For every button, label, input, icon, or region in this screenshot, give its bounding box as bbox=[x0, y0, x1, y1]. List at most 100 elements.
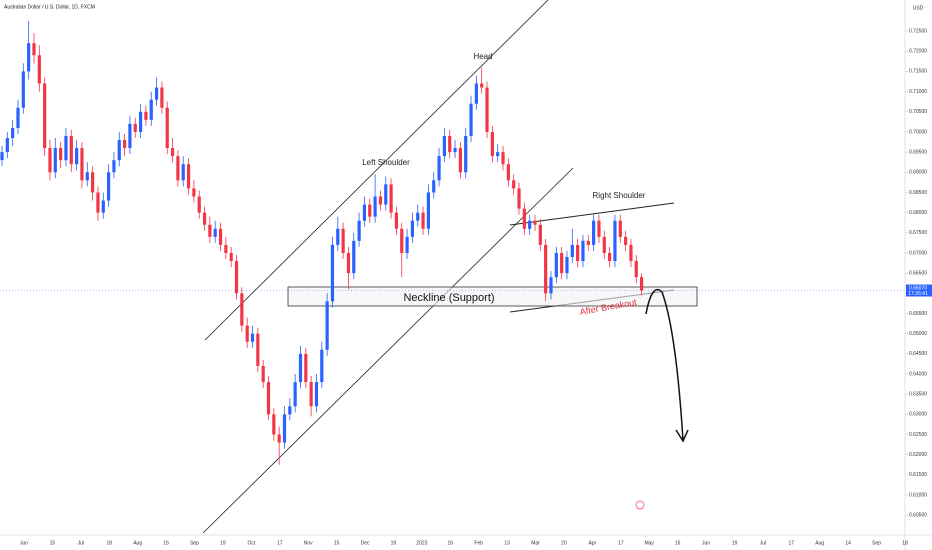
x-tick-label: 19 bbox=[732, 540, 738, 546]
candle-body bbox=[634, 261, 638, 278]
candle-body bbox=[405, 236, 409, 253]
x-tick-label: 17 bbox=[277, 540, 283, 546]
candle-body bbox=[314, 382, 319, 407]
candle-body bbox=[133, 123, 137, 132]
candle-body bbox=[496, 152, 500, 157]
y-tick-label: 0.70500 bbox=[909, 109, 927, 115]
y-tick-label: 0.61500 bbox=[909, 472, 927, 478]
x-tick-label: 15 bbox=[50, 540, 56, 546]
candle-body bbox=[576, 244, 580, 262]
y-tick-label: 0.72000 bbox=[909, 49, 927, 55]
candle-body bbox=[122, 140, 127, 149]
candle-body bbox=[272, 414, 276, 435]
candle-body bbox=[213, 228, 217, 237]
y-tick-label: 0.61000 bbox=[909, 492, 927, 498]
candle-body bbox=[480, 83, 484, 88]
candle-body bbox=[613, 220, 617, 262]
y-tick-label: 0.70000 bbox=[909, 129, 927, 135]
x-tick-label: Sep bbox=[872, 540, 881, 546]
candle-body bbox=[16, 107, 20, 128]
x-tick-label: Jul bbox=[760, 540, 766, 546]
candle-body bbox=[458, 148, 462, 173]
x-tick-label: Sep bbox=[190, 540, 199, 546]
candle-body bbox=[597, 220, 601, 237]
channel-lower bbox=[202, 167, 574, 534]
candle-body bbox=[602, 236, 606, 253]
x-tick-label: Nov bbox=[304, 540, 313, 546]
candle-body bbox=[400, 228, 404, 253]
y-tick-label: 0.71500 bbox=[909, 69, 927, 75]
x-tick-label: 17 bbox=[618, 540, 624, 546]
candle-body bbox=[229, 252, 233, 262]
candle-body bbox=[43, 83, 47, 149]
x-tick-label: 19 bbox=[220, 540, 226, 546]
candles bbox=[0, 20, 644, 465]
candle-body bbox=[410, 220, 415, 237]
candle-body bbox=[32, 43, 36, 56]
candle-body bbox=[330, 244, 335, 302]
x-tick-label: 19 bbox=[391, 540, 397, 546]
last-price-box bbox=[906, 284, 932, 297]
candle-body bbox=[501, 152, 505, 165]
candle-body bbox=[266, 382, 271, 415]
x-tick-label: 16 bbox=[448, 540, 454, 546]
left-shoulder-label: Left Shoulder bbox=[362, 158, 410, 167]
candle-body bbox=[549, 277, 553, 294]
candle-body bbox=[506, 164, 510, 181]
candle-body bbox=[528, 220, 532, 229]
y-tick-label: 0.69000 bbox=[909, 170, 927, 176]
candle-body bbox=[0, 152, 4, 161]
candle-body bbox=[341, 228, 345, 253]
candle-body bbox=[181, 164, 185, 181]
candle-body bbox=[469, 103, 473, 136]
x-tick-label: Jun bbox=[20, 540, 28, 546]
candle-body bbox=[320, 349, 324, 383]
candle-body bbox=[107, 172, 111, 201]
candle-body bbox=[432, 180, 436, 193]
x-tick-label: 20 bbox=[561, 540, 567, 546]
candle-body bbox=[250, 333, 255, 342]
candle-body bbox=[448, 135, 452, 153]
candle-body bbox=[629, 244, 633, 262]
candle-body bbox=[298, 353, 303, 383]
candle-body bbox=[224, 244, 228, 253]
candle-body bbox=[608, 252, 612, 262]
y-tick-label: 0.66500 bbox=[909, 270, 927, 276]
candle-body bbox=[176, 156, 180, 181]
x-tick-label: Feb bbox=[474, 540, 483, 546]
y-tick-label: 0.64000 bbox=[909, 371, 927, 377]
candle-body bbox=[336, 228, 340, 245]
y-tick-label: 0.62500 bbox=[909, 432, 927, 438]
x-tick-label: Mar bbox=[531, 540, 540, 546]
candle-body bbox=[69, 135, 73, 165]
x-tick-label: May bbox=[644, 540, 654, 546]
candle-body bbox=[453, 148, 457, 153]
candle-body bbox=[288, 406, 292, 415]
candle-body bbox=[522, 208, 526, 229]
candle-body bbox=[128, 123, 132, 149]
candle-body bbox=[378, 196, 383, 205]
candle-body bbox=[21, 71, 25, 108]
x-tick-label: Dec bbox=[361, 540, 370, 546]
candle-body bbox=[389, 184, 393, 213]
candle-body bbox=[144, 111, 148, 120]
candle-body bbox=[64, 135, 68, 161]
y-tick-label: 0.72500 bbox=[909, 28, 927, 34]
candle-body bbox=[586, 240, 590, 245]
candle-body bbox=[309, 382, 313, 407]
candle-body bbox=[234, 261, 239, 294]
candle-body bbox=[91, 172, 95, 193]
x-tick-label: 15 bbox=[163, 540, 169, 546]
y-tick-label: 0.60500 bbox=[909, 513, 927, 519]
candle-body bbox=[160, 87, 164, 108]
candle-body bbox=[357, 220, 361, 241]
candle-body bbox=[197, 196, 201, 213]
y-tick-label: 0.63500 bbox=[909, 392, 927, 398]
candle-body bbox=[581, 240, 585, 262]
candle-body bbox=[544, 244, 548, 294]
candle-body bbox=[565, 257, 569, 274]
candle-body bbox=[293, 382, 297, 407]
x-tick-label: Jun bbox=[702, 540, 710, 546]
candle-body bbox=[261, 365, 265, 383]
